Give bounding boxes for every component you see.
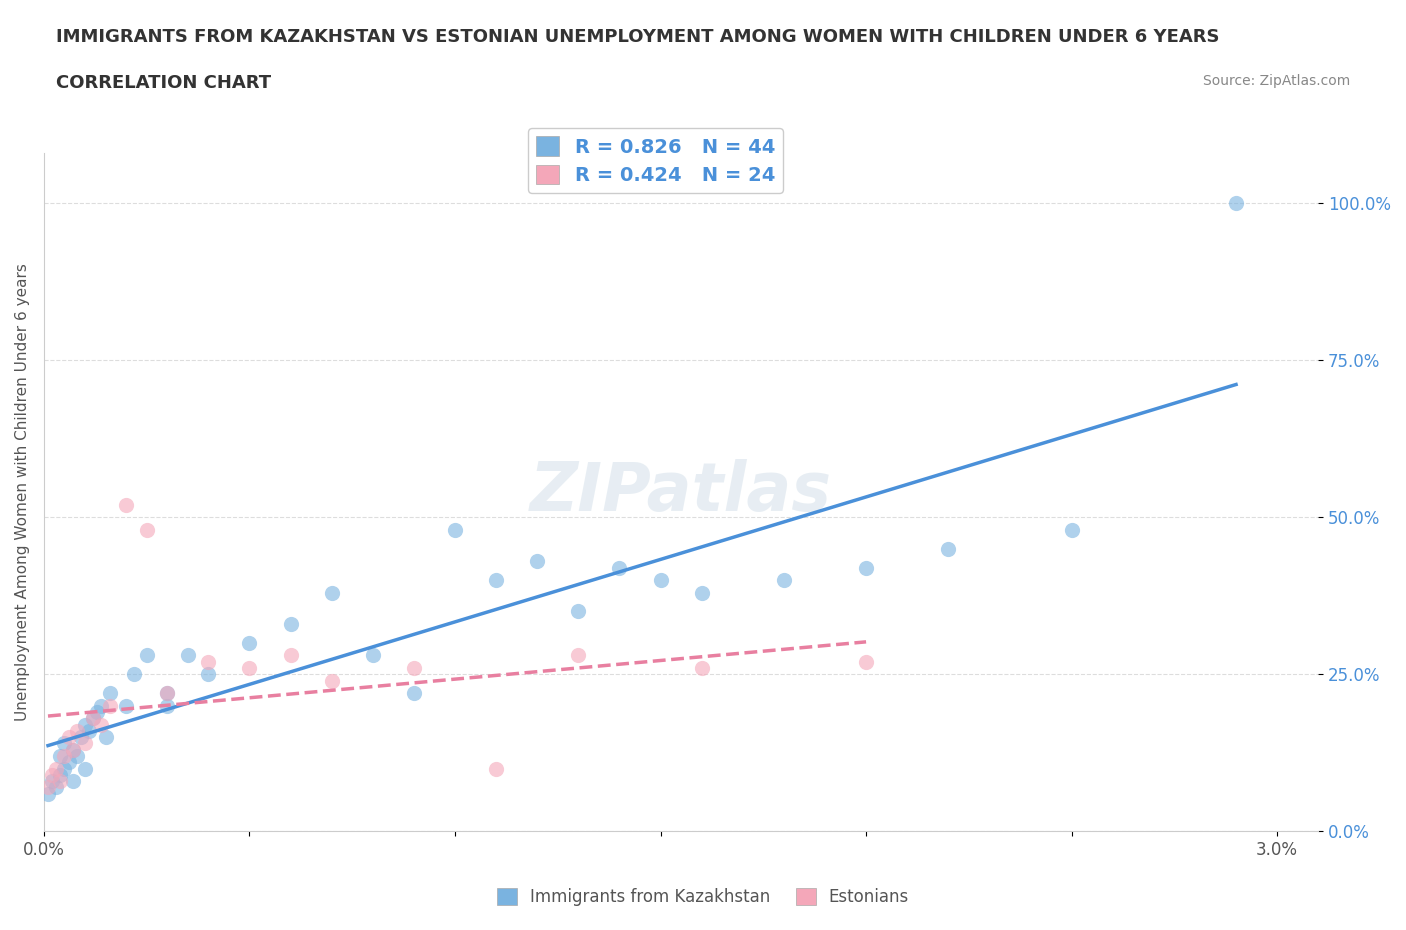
Legend: R = 0.826   N = 44, R = 0.424   N = 24: R = 0.826 N = 44, R = 0.424 N = 24 xyxy=(529,128,783,193)
Point xyxy=(115,498,138,512)
Point xyxy=(936,541,959,556)
Point xyxy=(280,648,302,663)
Point xyxy=(321,585,343,600)
Point xyxy=(98,698,121,713)
Point xyxy=(1225,195,1247,210)
Point xyxy=(58,730,80,745)
Point xyxy=(690,660,713,675)
Point xyxy=(1060,523,1083,538)
Point xyxy=(41,774,63,789)
Point xyxy=(49,749,72,764)
Point xyxy=(321,673,343,688)
Point xyxy=(86,705,108,720)
Text: CORRELATION CHART: CORRELATION CHART xyxy=(56,74,271,92)
Point xyxy=(609,560,631,575)
Point xyxy=(82,711,104,725)
Point xyxy=(444,523,467,538)
Point xyxy=(280,617,302,631)
Point xyxy=(197,655,219,670)
Point xyxy=(526,553,548,568)
Text: IMMIGRANTS FROM KAZAKHSTAN VS ESTONIAN UNEMPLOYMENT AMONG WOMEN WITH CHILDREN UN: IMMIGRANTS FROM KAZAKHSTAN VS ESTONIAN U… xyxy=(56,28,1220,46)
Y-axis label: Unemployment Among Women with Children Under 6 years: Unemployment Among Women with Children U… xyxy=(15,263,30,721)
Text: Source: ZipAtlas.com: Source: ZipAtlas.com xyxy=(1202,74,1350,88)
Point xyxy=(90,698,112,713)
Point xyxy=(70,730,93,745)
Point xyxy=(41,767,63,782)
Point xyxy=(135,523,157,538)
Point xyxy=(402,660,425,675)
Point xyxy=(156,685,179,700)
Point xyxy=(567,648,589,663)
Point xyxy=(485,573,508,588)
Point xyxy=(90,717,112,732)
Point xyxy=(45,780,67,795)
Point xyxy=(773,573,796,588)
Point xyxy=(53,736,76,751)
Point xyxy=(73,736,96,751)
Text: ZIPatlas: ZIPatlas xyxy=(530,459,832,525)
Point xyxy=(62,774,84,789)
Point xyxy=(37,780,59,795)
Point xyxy=(567,604,589,619)
Point xyxy=(361,648,384,663)
Point xyxy=(58,755,80,770)
Point xyxy=(855,560,877,575)
Point xyxy=(238,635,260,650)
Point xyxy=(62,742,84,757)
Point xyxy=(98,685,121,700)
Point xyxy=(115,698,138,713)
Point xyxy=(77,724,100,738)
Point xyxy=(690,585,713,600)
Point xyxy=(53,749,76,764)
Point xyxy=(45,761,67,776)
Point xyxy=(73,761,96,776)
Point xyxy=(650,573,672,588)
Point xyxy=(135,648,157,663)
Point xyxy=(49,767,72,782)
Point xyxy=(49,774,72,789)
Point xyxy=(66,749,89,764)
Point xyxy=(94,730,117,745)
Point xyxy=(124,667,146,682)
Point xyxy=(197,667,219,682)
Point xyxy=(37,787,59,802)
Point xyxy=(402,685,425,700)
Point xyxy=(82,711,104,725)
Point xyxy=(73,717,96,732)
Point xyxy=(855,655,877,670)
Point xyxy=(156,698,179,713)
Point xyxy=(66,724,89,738)
Point xyxy=(156,685,179,700)
Point xyxy=(238,660,260,675)
Point xyxy=(177,648,200,663)
Point xyxy=(53,761,76,776)
Legend: Immigrants from Kazakhstan, Estonians: Immigrants from Kazakhstan, Estonians xyxy=(491,881,915,912)
Point xyxy=(485,761,508,776)
Point xyxy=(62,742,84,757)
